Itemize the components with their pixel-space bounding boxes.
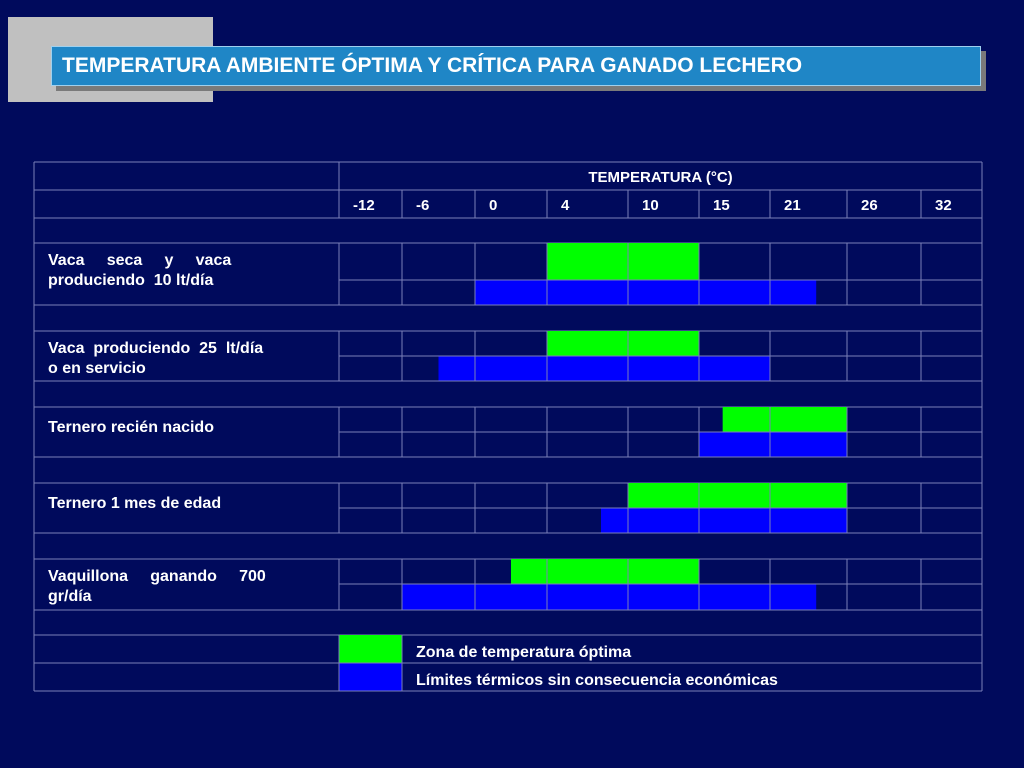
optimal-zone-bar [511, 559, 699, 584]
tick-label: 10 [642, 197, 659, 214]
legend-label: Límites térmicos sin consecuencia económ… [416, 672, 778, 689]
thermal-limits-bar [601, 508, 847, 533]
thermal-limits-bar [402, 584, 817, 610]
row-label: Vaca produciendo 25 lt/día [48, 340, 263, 357]
tick-label: -6 [416, 197, 429, 214]
optimal-zone-bar [628, 483, 847, 508]
tick-label: 21 [784, 197, 801, 214]
optimal-zone-bar [722, 407, 847, 432]
page-title: TEMPERATURA AMBIENTE ÓPTIMA Y CRÍTICA PA… [51, 46, 981, 86]
row-label: Vaca seca y vaca [48, 252, 231, 269]
tick-label: 15 [713, 197, 730, 214]
row-label: Vaquillona ganando 700 [48, 568, 266, 585]
thermal-limits-bar [438, 356, 770, 381]
legend-label: Zona de temperatura óptima [416, 644, 631, 661]
thermal-limits-bar [475, 280, 817, 305]
legend-swatch [339, 663, 402, 691]
row-label: gr/día [48, 588, 92, 605]
optimal-zone-bar [547, 243, 699, 280]
row-label: Ternero 1 mes de edad [48, 495, 221, 512]
temperature-header: TEMPERATURA (°C) [588, 169, 732, 186]
row-label: o en servicio [48, 360, 146, 377]
tick-label: 4 [561, 197, 570, 214]
tick-label: 0 [489, 197, 497, 214]
row-label: produciendo 10 lt/día [48, 272, 213, 289]
tick-label: 26 [861, 197, 878, 214]
legend-swatch [339, 635, 402, 663]
optimal-zone-bar [547, 331, 699, 356]
tick-label: 32 [935, 197, 952, 214]
tick-label: -12 [353, 197, 375, 214]
row-label: Ternero recién nacido [48, 419, 214, 436]
thermal-limits-bar [699, 432, 847, 457]
